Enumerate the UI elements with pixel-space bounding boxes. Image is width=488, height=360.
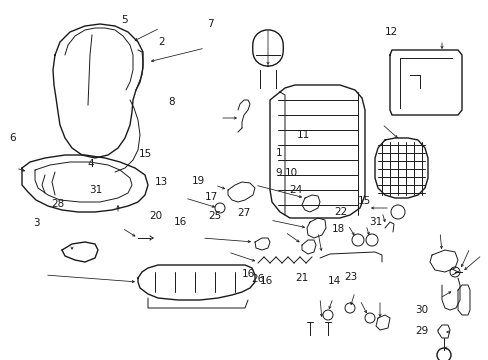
Text: 25: 25 (208, 211, 222, 221)
Text: 18: 18 (331, 224, 345, 234)
Text: 16: 16 (259, 276, 273, 286)
Text: 30: 30 (414, 305, 427, 315)
Text: 2: 2 (158, 37, 164, 48)
Text: 11: 11 (296, 130, 309, 140)
Text: 27: 27 (236, 208, 250, 218)
Text: 23: 23 (344, 272, 357, 282)
Text: 22: 22 (334, 207, 347, 217)
Text: 24: 24 (288, 185, 302, 195)
Text: 21: 21 (295, 273, 308, 283)
Text: 12: 12 (384, 27, 397, 37)
Text: 3: 3 (33, 218, 40, 228)
Text: 9: 9 (275, 168, 282, 178)
Text: 1: 1 (275, 148, 282, 158)
Text: 7: 7 (206, 19, 213, 30)
Text: 31: 31 (368, 217, 382, 228)
Text: 15: 15 (357, 196, 370, 206)
Text: 19: 19 (191, 176, 204, 186)
Text: 13: 13 (154, 177, 168, 187)
Text: 10: 10 (284, 168, 297, 178)
Text: 16: 16 (241, 269, 255, 279)
Text: 5: 5 (121, 15, 128, 25)
Text: 15: 15 (139, 149, 152, 159)
Text: 20: 20 (149, 211, 162, 221)
Text: 17: 17 (204, 192, 218, 202)
Text: 28: 28 (51, 199, 64, 210)
Text: 16: 16 (173, 217, 186, 228)
Text: 14: 14 (326, 276, 340, 286)
Text: 6: 6 (9, 132, 16, 143)
Text: 31: 31 (88, 185, 102, 195)
Text: 26: 26 (251, 274, 264, 284)
Text: 29: 29 (414, 326, 427, 336)
Text: 8: 8 (167, 96, 174, 107)
Text: 4: 4 (87, 159, 94, 169)
